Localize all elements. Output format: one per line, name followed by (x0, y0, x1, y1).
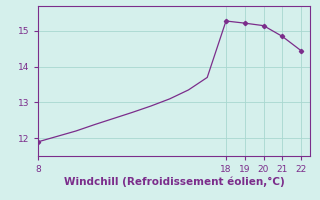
X-axis label: Windchill (Refroidissement éolien,°C): Windchill (Refroidissement éolien,°C) (64, 177, 285, 187)
